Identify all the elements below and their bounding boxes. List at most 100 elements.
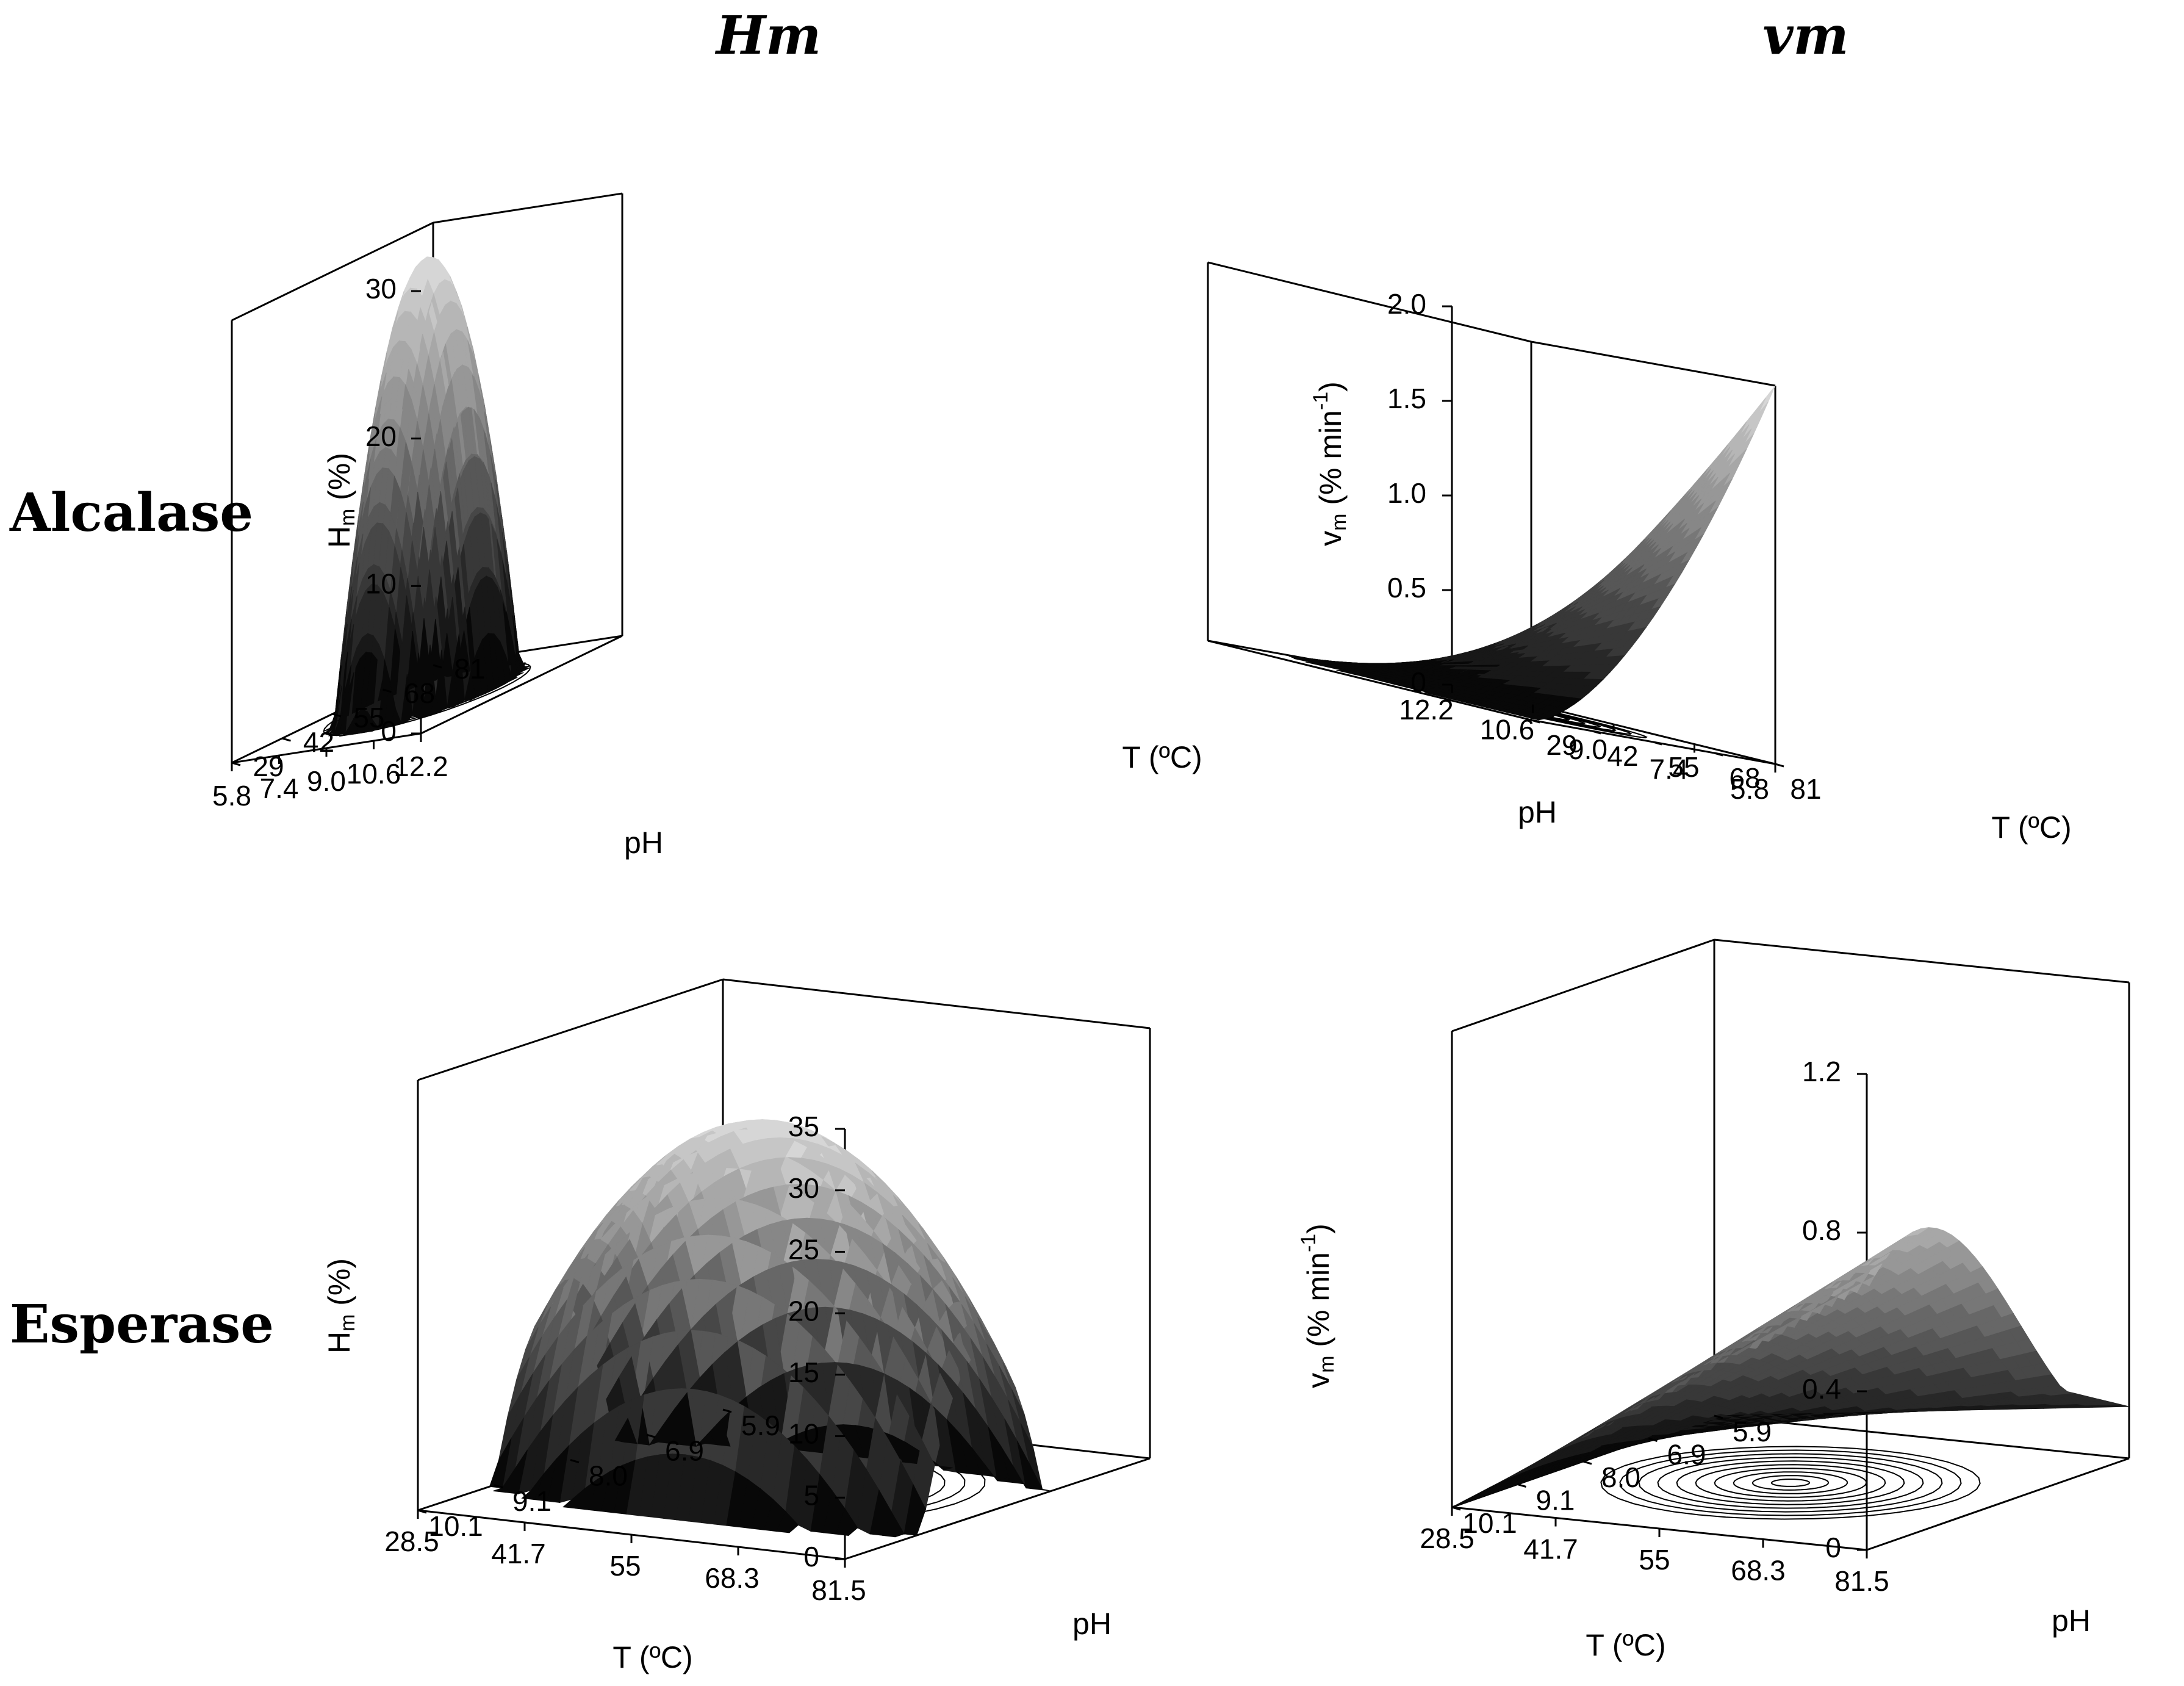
surface-facet bbox=[648, 1426, 672, 1446]
z-tick-label: 0 bbox=[803, 1541, 819, 1573]
surface-facet bbox=[776, 1511, 799, 1533]
y-tick-label: 81 bbox=[454, 653, 485, 685]
z-tick-label: 0.4 bbox=[1802, 1373, 1841, 1405]
axis-line bbox=[1207, 639, 1532, 721]
y-tick-mark bbox=[1714, 1414, 1723, 1419]
x-tick-label: 68.3 bbox=[1731, 1555, 1786, 1587]
contour-line bbox=[1751, 1475, 1830, 1491]
y-tick-label: 55 bbox=[353, 702, 384, 733]
surface-facet bbox=[328, 684, 341, 735]
surface-facet bbox=[519, 654, 531, 669]
x-tick-label: 5.8 bbox=[1730, 773, 1769, 805]
x-tick-label: 55 bbox=[1639, 1544, 1670, 1576]
row-header-alcalase: Alcalase bbox=[10, 482, 254, 544]
y-tick-mark bbox=[1714, 752, 1723, 757]
y-tick-mark bbox=[1592, 730, 1601, 735]
y-tick-mark bbox=[417, 1509, 427, 1514]
x-tick-label: 9.0 bbox=[307, 765, 346, 797]
y-tick-label: 42 bbox=[303, 726, 334, 758]
x-tick-label: 68.3 bbox=[705, 1562, 760, 1594]
y-tick-mark bbox=[494, 1484, 503, 1489]
y-tick-label: 68 bbox=[404, 677, 435, 709]
y-tick-label: 8.0 bbox=[1601, 1461, 1640, 1493]
axis-line bbox=[420, 635, 623, 735]
surface-facet bbox=[336, 692, 349, 722]
y-tick-label: 29 bbox=[253, 751, 284, 782]
column-header-vm: vm bbox=[1762, 5, 1849, 67]
contour-line bbox=[1695, 1464, 1886, 1502]
contour-line bbox=[1619, 1449, 1962, 1516]
x-tick-label: 12.2 bbox=[393, 751, 448, 782]
y-tick-mark bbox=[332, 713, 342, 718]
axis-line bbox=[1451, 938, 1715, 1032]
surface-facet bbox=[562, 1488, 585, 1509]
y-tick-mark bbox=[231, 762, 241, 766]
axis-line bbox=[1866, 1457, 2130, 1551]
axis-line bbox=[722, 978, 1151, 1029]
surface-mesh bbox=[1451, 1227, 2130, 1508]
contour-line bbox=[1600, 1446, 1981, 1520]
surface-mesh bbox=[323, 256, 531, 737]
surface-facet bbox=[330, 685, 342, 727]
column-header-hm: Hm bbox=[716, 5, 822, 67]
x-tick-label: 10.6 bbox=[1480, 714, 1535, 746]
x-tick-label: 41.7 bbox=[491, 1538, 546, 1569]
surface-facet bbox=[512, 639, 524, 676]
y-tick-mark bbox=[1531, 719, 1540, 724]
x-tick-label: 41.7 bbox=[1523, 1533, 1578, 1565]
x-tick-label: 81.5 bbox=[811, 1574, 866, 1606]
surface-facet bbox=[505, 655, 518, 681]
z-axis-label: vm (% min-1) bbox=[1297, 1223, 1338, 1388]
x-tick-label: 7.4 bbox=[1650, 754, 1689, 785]
surface-facet bbox=[930, 1459, 953, 1471]
y-tick-label: 8.0 bbox=[589, 1460, 628, 1492]
y-tick-label: 6.9 bbox=[665, 1435, 704, 1466]
y-tick-mark bbox=[1451, 1506, 1461, 1511]
y-tick-mark bbox=[722, 1408, 732, 1413]
x-tick-label: 28.5 bbox=[1420, 1522, 1475, 1554]
surface-facet bbox=[1029, 1464, 1052, 1491]
surface-mesh bbox=[1287, 385, 1776, 721]
y-tick-mark bbox=[646, 1433, 656, 1438]
contour-line bbox=[1676, 1460, 1905, 1505]
x-tick-label: 81.5 bbox=[1834, 1565, 1889, 1597]
y-tick-label: 5.9 bbox=[741, 1410, 780, 1441]
surface-facet bbox=[695, 1432, 719, 1447]
z-tick-label: 20 bbox=[365, 420, 397, 452]
surface-panel-4: 81.5 68.3 55 41.7 28.510.1 9.1 8.0 6.9 5.9 0 0.4 0.… bbox=[1297, 938, 2130, 1662]
axis-line bbox=[1207, 261, 1532, 343]
contour-line bbox=[1770, 1479, 1811, 1487]
z-tick-label: 0 bbox=[1825, 1532, 1841, 1563]
row-header-esperase: Esperase bbox=[10, 1294, 274, 1355]
x-tick-label: 7.4 bbox=[260, 773, 299, 804]
x-tick-label: 28.5 bbox=[384, 1526, 439, 1557]
z-tick-label: 25 bbox=[788, 1234, 819, 1266]
y-tick-mark bbox=[570, 1459, 580, 1463]
y-tick-label: 5.9 bbox=[1733, 1416, 1772, 1447]
z-axis-label: vm (% min-1) bbox=[1309, 381, 1351, 546]
z-tick-label: 10 bbox=[788, 1418, 819, 1450]
y-tick-mark bbox=[1517, 1483, 1526, 1488]
x-tick-label: 5.8 bbox=[212, 780, 251, 812]
surface-facet bbox=[401, 674, 414, 724]
tick-labels: 81.5 68.3 55 41.7 28.510.1 9.1 8.0 6.9 5.9 0 0.4 0.… bbox=[1420, 1056, 1889, 1597]
surface-facet bbox=[366, 719, 379, 733]
y-tick-label: 9.1 bbox=[1536, 1485, 1575, 1516]
y-tick-mark bbox=[1653, 741, 1662, 746]
surface-facet bbox=[489, 1438, 512, 1489]
x-axis-label: pH bbox=[1518, 795, 1557, 829]
z-axis-label: Hm (%) bbox=[322, 453, 359, 548]
y-axis-label: T (ºC) bbox=[1122, 740, 1202, 774]
y-tick-label: 29 bbox=[1546, 729, 1577, 761]
x-tick-label: 10.6 bbox=[347, 758, 401, 790]
y-axis-label: pH bbox=[2052, 1604, 2091, 1638]
surface-facet bbox=[339, 724, 351, 737]
z-axis-label: Hm (%) bbox=[322, 1258, 359, 1353]
x-axis-label: pH bbox=[624, 826, 663, 860]
z-tick-label: 1.2 bbox=[1802, 1056, 1841, 1087]
y-tick-mark bbox=[383, 688, 392, 693]
contour-line bbox=[1638, 1453, 1943, 1513]
axis-line bbox=[1714, 938, 2130, 984]
z-tick-label: 0 bbox=[1410, 666, 1426, 698]
surface-facet bbox=[518, 657, 531, 671]
